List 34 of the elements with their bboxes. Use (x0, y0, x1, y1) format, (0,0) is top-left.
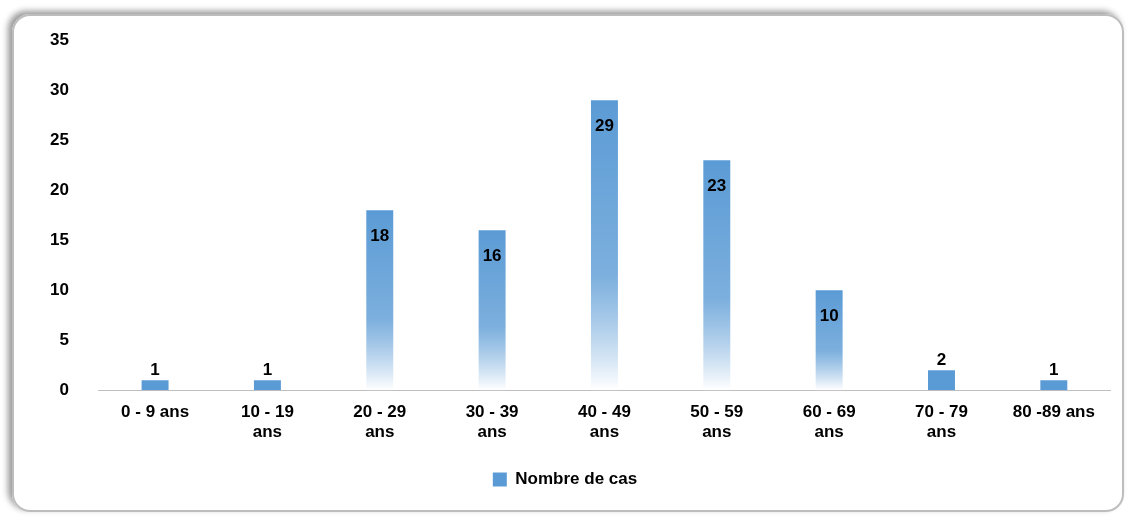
y-tick-label: 25 (49, 129, 69, 149)
x-tick-label: 70 - 79 ans (915, 402, 968, 442)
data-label: 2 (936, 350, 947, 370)
data-label: 18 (370, 226, 390, 246)
y-tick-label: 0 (59, 379, 69, 399)
legend-label: Nombre de cas (515, 469, 638, 489)
bar (815, 290, 843, 391)
data-label: 1 (150, 360, 160, 380)
data-label: 23 (707, 176, 727, 196)
x-tick-label: 40 - 49 ans (577, 402, 631, 442)
data-label: 1 (1049, 360, 1059, 380)
y-tick-label: 5 (59, 329, 69, 349)
data-label: 10 (819, 306, 839, 326)
y-tick-label: 15 (49, 229, 69, 249)
x-tick-label: 0 - 9 ans (121, 402, 190, 422)
bar (478, 230, 506, 391)
y-tick-label: 35 (49, 29, 69, 49)
y-tick-label: 30 (49, 79, 69, 99)
bar (253, 380, 281, 391)
x-tick-label: 50 - 59 ans (690, 402, 744, 442)
x-tick-label: 10 - 19 ans (240, 402, 294, 442)
y-tick-label: 10 (49, 279, 69, 299)
x-tick-label: 80 -89 ans (1012, 402, 1095, 422)
data-label: 29 (594, 116, 614, 136)
bar (1040, 380, 1068, 391)
data-label: 16 (482, 246, 502, 266)
bar (366, 210, 394, 391)
data-label: 1 (262, 360, 273, 380)
x-tick-label: 60 - 69 ans (802, 402, 856, 442)
x-tick-label: 30 - 39 ans (465, 402, 519, 442)
x-tick-label: 20 - 29 ans (353, 402, 407, 442)
bar (141, 380, 169, 391)
bar (928, 370, 955, 391)
y-tick-label: 20 (49, 179, 69, 199)
